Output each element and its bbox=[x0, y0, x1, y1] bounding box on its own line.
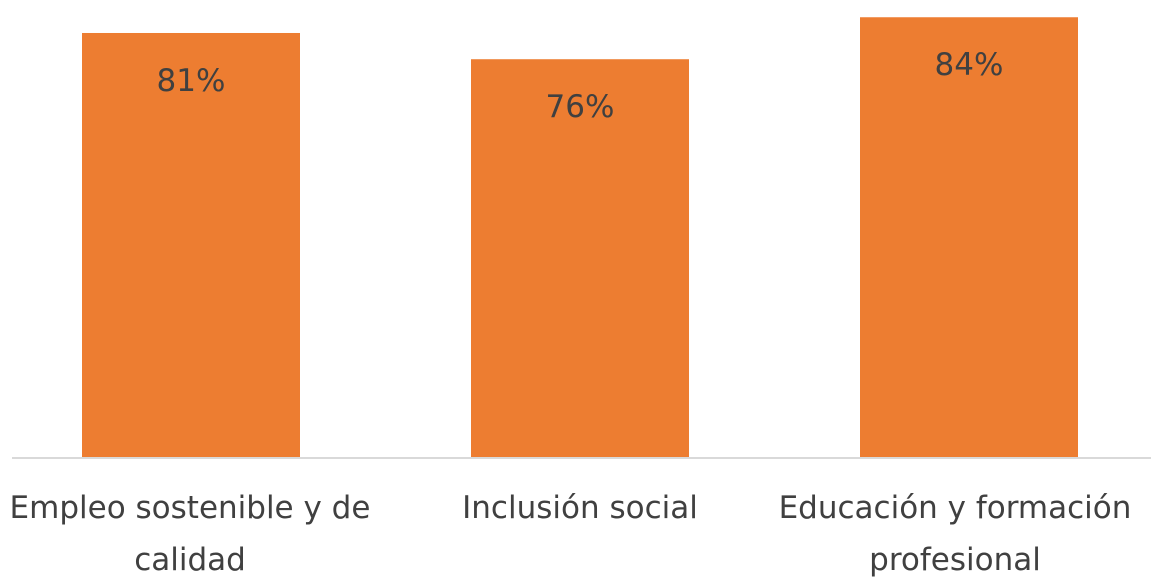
category-label-educacion: Educación y formación profesional bbox=[778, 490, 1132, 578]
bar-chart: 81% 76% 84% Empleo sostenible y de calidad… bbox=[10, 17, 1151, 578]
chart-plot-area: 81% 76% 84% bbox=[12, 17, 1151, 459]
data-label-inclusion: 76% bbox=[546, 89, 615, 125]
data-labels-group: 81% 76% 84% bbox=[157, 47, 1004, 125]
bar-inclusion bbox=[471, 59, 689, 458]
category-label-empleo: Empleo sostenible y de calidad bbox=[9, 490, 371, 578]
data-label-empleo: 81% bbox=[157, 63, 226, 99]
bar-empleo bbox=[82, 32, 300, 459]
data-label-educacion: 84% bbox=[935, 47, 1004, 83]
bar-educacion bbox=[860, 17, 1078, 458]
category-label-inclusion: Inclusión social bbox=[462, 490, 698, 526]
bars-group bbox=[82, 17, 1078, 459]
